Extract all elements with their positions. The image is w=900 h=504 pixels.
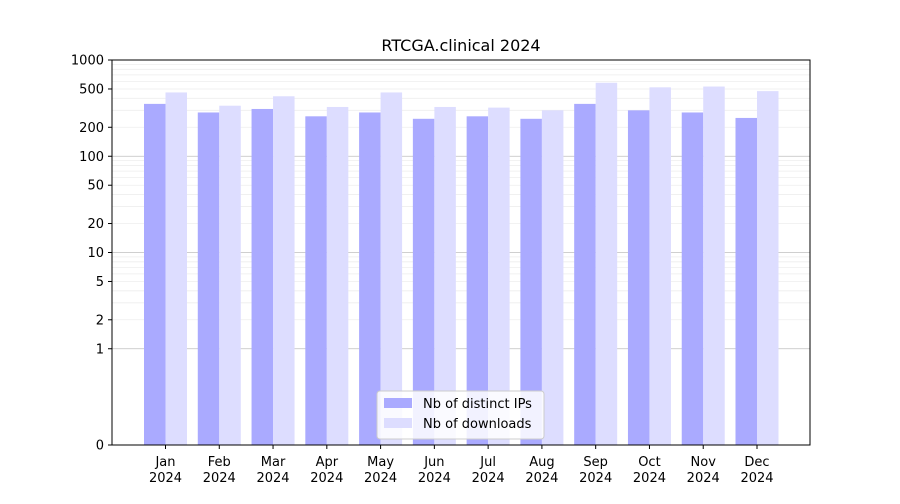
y-tick-label: 10 — [87, 246, 104, 261]
legend-label: Nb of downloads — [423, 417, 532, 432]
x-tick-label-year: 2024 — [633, 471, 666, 486]
x-tick-label: May 2024 — [364, 455, 397, 486]
x-tick-label: Nov 2024 — [687, 455, 720, 486]
bar-downloads-jun — [434, 106, 456, 445]
y-tick-label: 200 — [79, 121, 104, 136]
x-tick-label-year: 2024 — [310, 471, 343, 486]
bar-downloads-aug — [541, 110, 564, 445]
x-tick-label-year: 2024 — [418, 471, 451, 486]
bar-downloads-apr — [326, 106, 349, 445]
bar-distinct-ips-sep — [574, 103, 596, 445]
y-tick-label: 5 — [96, 275, 104, 290]
bar-distinct-ips-mar — [251, 108, 274, 446]
x-tick-label: Aug 2024 — [525, 455, 558, 486]
x-tick-label-month: Jun — [423, 455, 444, 470]
y-tick-label: 0 — [96, 439, 104, 454]
x-tick-label-year: 2024 — [203, 471, 236, 486]
x-tick-label: Sep 2024 — [579, 455, 612, 486]
x-tick-label-year: 2024 — [525, 471, 558, 486]
x-tick-label-year: 2024 — [579, 471, 612, 486]
x-tick-label-year: 2024 — [687, 471, 720, 486]
x-tick-label-year: 2024 — [149, 471, 182, 486]
x-tick-label-month: Dec — [744, 455, 769, 470]
x-tick-label: Jun 2024 — [418, 455, 451, 486]
y-tick-label: 2 — [96, 313, 104, 328]
x-tick-label-month: May — [367, 455, 394, 470]
chart-title: RTCGA.clinical 2024 — [381, 36, 540, 55]
x-tick-label-month: Apr — [316, 455, 339, 470]
x-tick-label-month: Mar — [261, 455, 286, 470]
y-tick-label: 50 — [87, 179, 104, 194]
x-tick-label: Oct 2024 — [633, 455, 666, 486]
y-tick-label: 20 — [87, 217, 104, 232]
x-tick-label: Mar 2024 — [256, 455, 289, 486]
x-tick-label-year: 2024 — [740, 471, 773, 486]
x-tick-label-month: Sep — [583, 455, 608, 470]
bar-distinct-ips-jun — [412, 118, 435, 446]
bar-downloads-jul — [488, 107, 510, 445]
legend-box — [376, 390, 545, 440]
x-tick-label-year: 2024 — [364, 471, 397, 486]
y-tick-label: 1000 — [71, 54, 104, 69]
bar-distinct-ips-may — [359, 112, 381, 445]
bar-downloads-nov — [703, 86, 725, 445]
bar-distinct-ips-jul — [466, 116, 489, 446]
x-tick-label-month: Aug — [529, 455, 554, 470]
bar-downloads-oct — [649, 87, 671, 445]
x-tick-label-month: Oct — [638, 455, 660, 470]
bar-distinct-ips-aug — [520, 118, 542, 446]
bar-distinct-ips-dec — [735, 117, 757, 445]
bar-distinct-ips-jan — [144, 103, 166, 445]
y-tick-label: 1 — [96, 342, 104, 357]
legend-swatch — [384, 418, 412, 428]
x-tick-label: Apr 2024 — [310, 455, 343, 486]
bar-downloads-sep — [595, 82, 618, 446]
x-tick-label: Dec 2024 — [740, 455, 773, 486]
y-tick-label: 500 — [79, 82, 104, 97]
bar-distinct-ips-nov — [681, 112, 704, 445]
legend-swatch — [384, 398, 412, 408]
x-tick-label: Jul 2024 — [472, 455, 505, 486]
bar-distinct-ips-apr — [305, 116, 327, 446]
legend: Nb of distinct IPs Nb of downloads — [376, 390, 545, 440]
legend-label: Nb of distinct IPs — [423, 397, 532, 412]
x-tick-label-year: 2024 — [256, 471, 289, 486]
x-tick-label-month: Jan — [154, 455, 175, 470]
bar-distinct-ips-feb — [197, 112, 220, 445]
x-tick-label: Jan 2024 — [149, 455, 182, 486]
x-tick-label: Feb 2024 — [203, 455, 236, 486]
x-tick-label-month: Nov — [691, 455, 717, 470]
x-tick-label-month: Jul — [479, 455, 496, 470]
bar-downloads-dec — [757, 91, 779, 446]
y-tick-label: 100 — [79, 150, 104, 165]
bar-downloads-mar — [273, 96, 295, 445]
bar-downloads-feb — [219, 105, 241, 445]
bar-distinct-ips-oct — [627, 110, 650, 445]
bar-downloads-jan — [165, 92, 187, 445]
bars — [144, 82, 779, 446]
x-tick-label-year: 2024 — [472, 471, 505, 486]
x-tick-label-month: Feb — [208, 455, 231, 470]
bar-downloads-may — [380, 92, 403, 445]
